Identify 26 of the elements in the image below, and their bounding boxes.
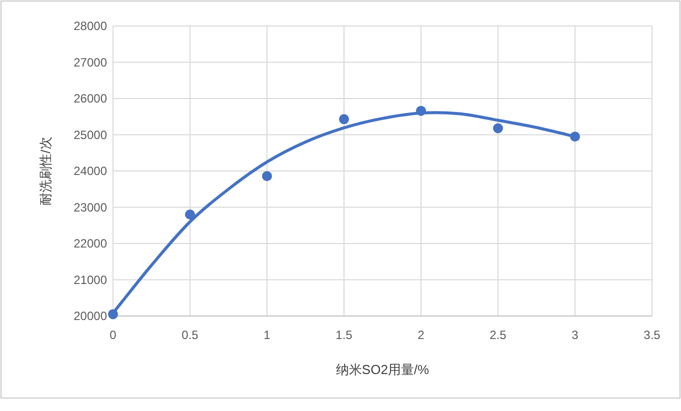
y-tick-label: 27000 (74, 55, 108, 70)
x-tick-label: 0.5 (182, 328, 199, 342)
x-tick-label: 1 (264, 328, 271, 342)
point (185, 210, 195, 220)
point (262, 171, 272, 182)
y-tick-label: 22000 (74, 236, 108, 250)
x-tick-label: 3.5 (644, 328, 661, 342)
y-axis-title: 耐洗刷性/次 (38, 136, 53, 206)
y-tick-label: 28000 (74, 19, 108, 33)
y-tick-label: 25000 (74, 128, 108, 142)
x-axis-title: 纳米SO2用量/% (336, 362, 430, 377)
point (416, 106, 426, 116)
point (493, 123, 503, 134)
y-tick-label: 20000 (74, 309, 108, 323)
y-tick-label: 26000 (74, 92, 108, 106)
x-tick-label: 3 (572, 328, 579, 342)
point (339, 114, 349, 124)
y-tick-label: 24000 (74, 164, 108, 178)
x-tick-label: 0 (110, 328, 117, 342)
point (108, 309, 118, 320)
y-tick-label: 21000 (74, 272, 108, 287)
x-tick-label: 2.5 (490, 328, 507, 342)
y-tick-label: 23000 (74, 200, 108, 214)
x-tick-label: 1.5 (336, 328, 353, 342)
x-tick-label: 2 (418, 328, 425, 342)
point (570, 132, 580, 142)
